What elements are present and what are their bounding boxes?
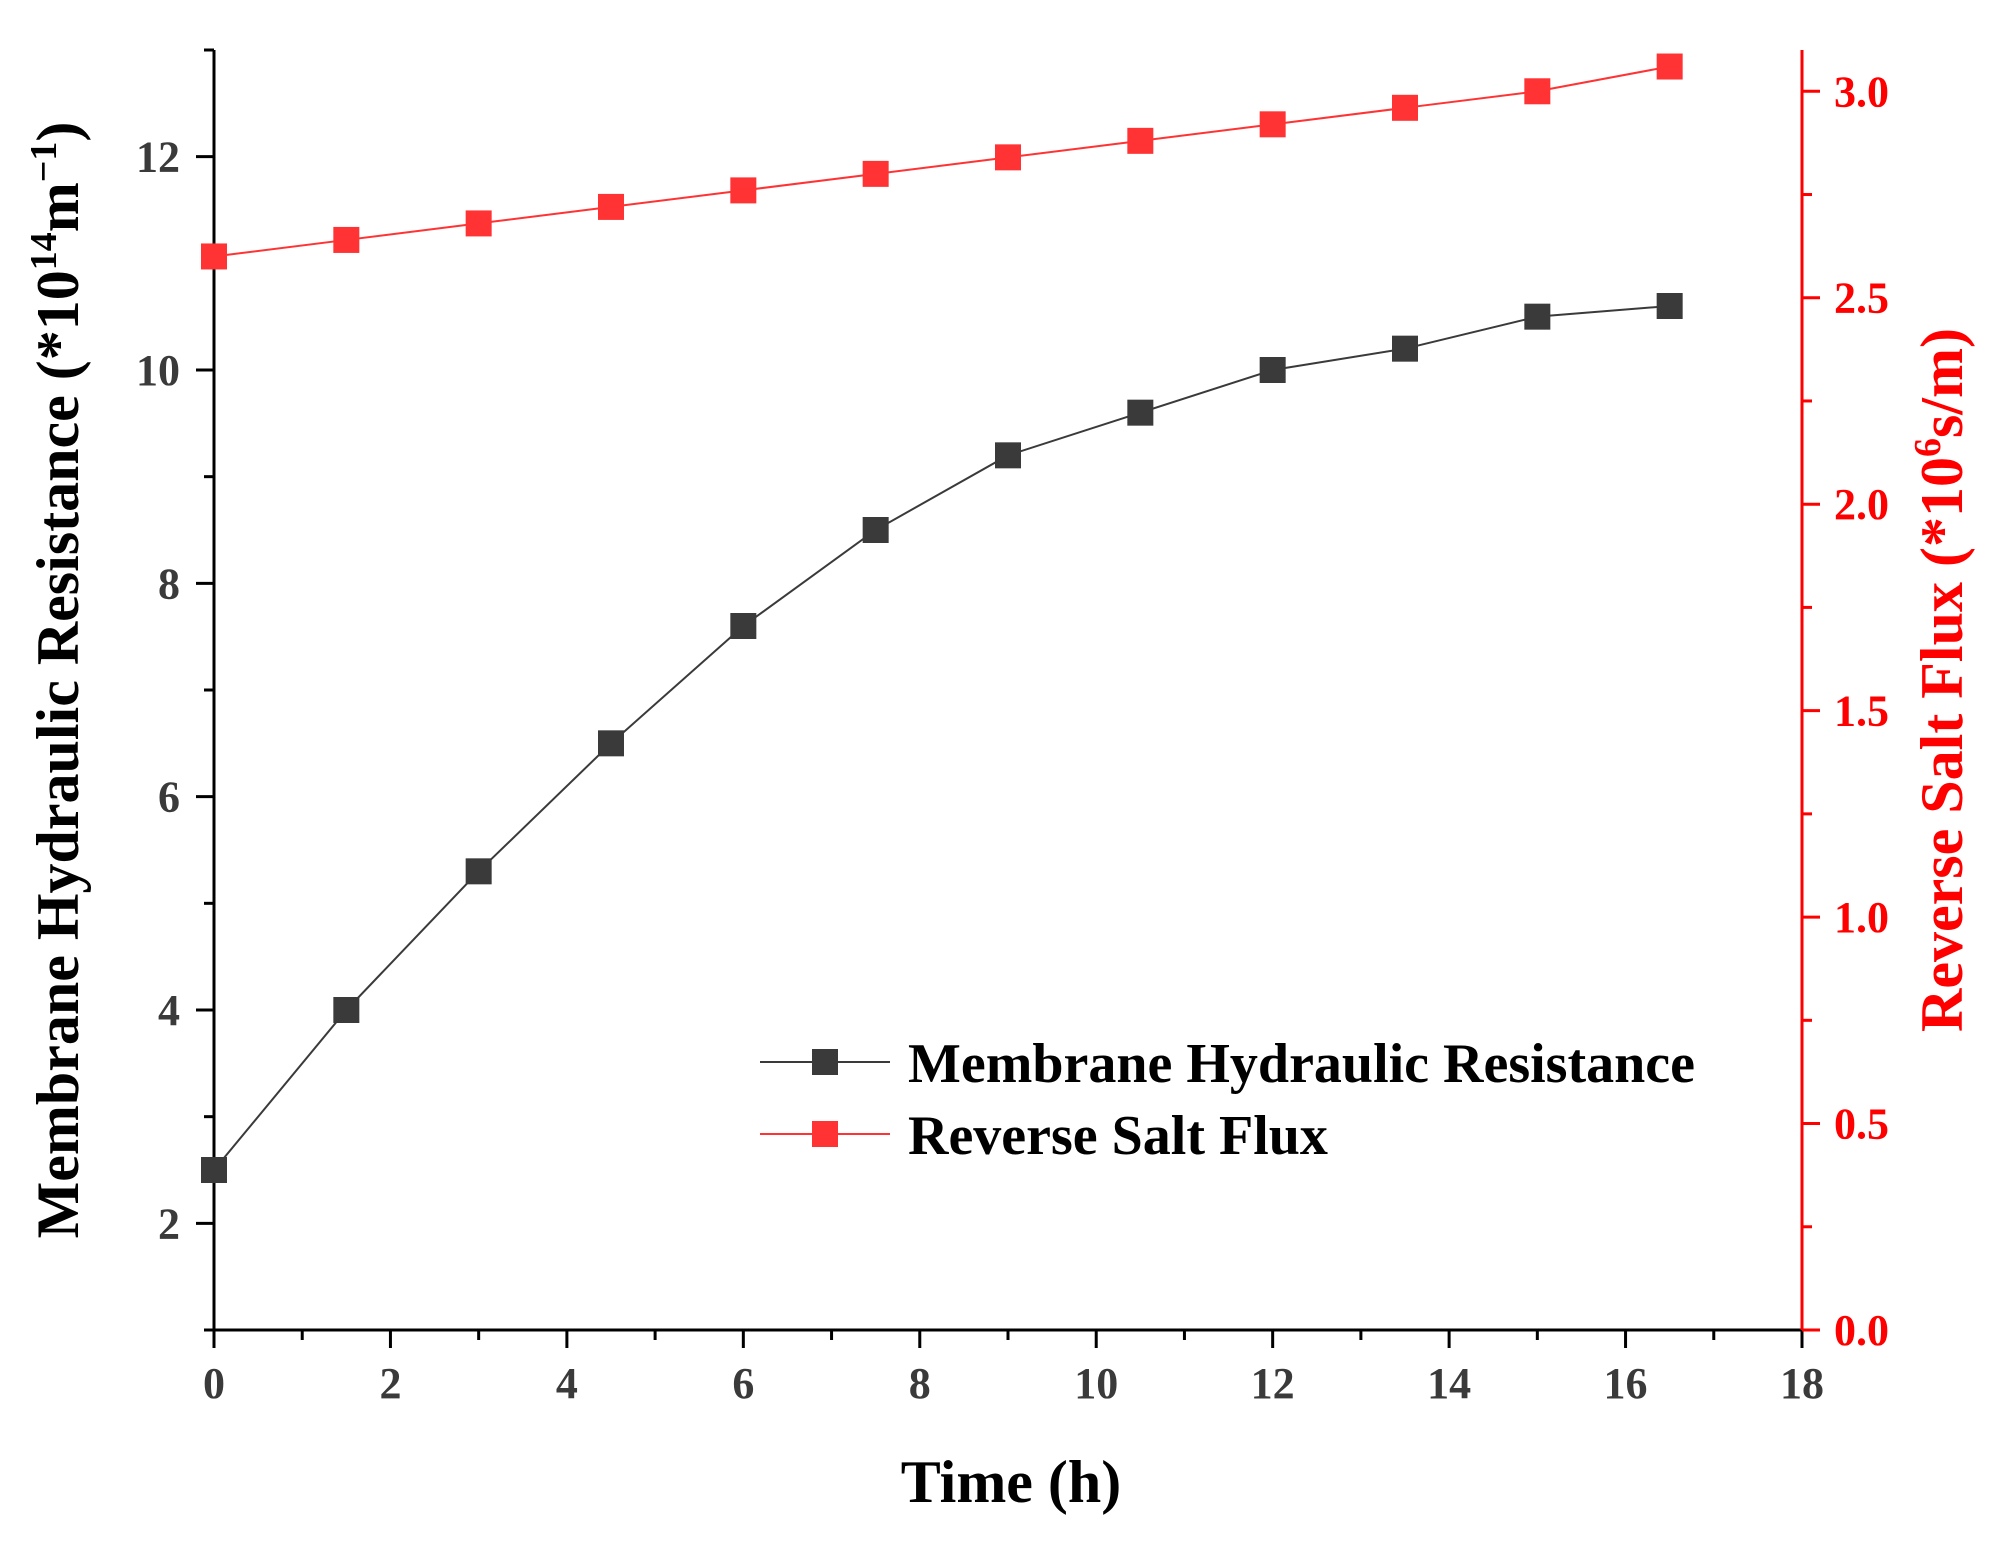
series-layer: [201, 53, 1683, 1183]
y-left-title-sup1: 14: [23, 232, 65, 270]
x-tick-label: 2: [379, 1359, 401, 1408]
data-point: [862, 517, 889, 543]
legend-marker-salt-flux: [812, 1121, 838, 1147]
legend-label-salt-flux: Reverse Salt Flux: [908, 1105, 1328, 1167]
y-left-tick-label: 12: [136, 133, 180, 182]
data-point: [465, 210, 492, 237]
data-point: [1524, 78, 1551, 105]
legend-item-membrane-hydraulic-resistance: Membrane Hydraulic Resistance: [760, 1033, 1695, 1095]
y-left-title-main: Membrane Hydraulic Resistance (*10: [25, 270, 91, 1238]
y-right-tick-label: 0.5: [1834, 1100, 1889, 1149]
y-right-tick-label: 2.5: [1834, 274, 1889, 323]
data-point: [201, 1157, 227, 1183]
x-tick-label: 12: [1251, 1359, 1295, 1408]
data-point: [598, 730, 624, 757]
data-point: [730, 613, 757, 639]
x-tick-label: 14: [1427, 1359, 1471, 1408]
y-right-title-sup: 6: [1907, 438, 1949, 457]
y-right-tick-label: 1.0: [1834, 893, 1889, 942]
y-left-title-mid: m: [25, 182, 91, 232]
legend-marker-membrane: [812, 1049, 838, 1075]
data-point: [862, 160, 889, 187]
data-point: [1524, 303, 1551, 330]
y-left-title-sup2: −1: [23, 142, 65, 183]
series-line-0: [213, 305, 1670, 1171]
data-point: [201, 243, 227, 270]
series-line-1: [213, 65, 1670, 258]
x-tick-label: 6: [732, 1359, 754, 1408]
data-point: [995, 442, 1021, 469]
data-point: [598, 193, 624, 220]
x-tick-label: 0: [203, 1359, 225, 1408]
data-point: [1392, 94, 1418, 121]
x-tick-label: 10: [1074, 1359, 1118, 1408]
x-tick-label: 18: [1780, 1359, 1824, 1408]
y-left-tick-label: 10: [136, 346, 180, 395]
data-point: [1656, 53, 1683, 80]
legend: Membrane Hydraulic Resistance Reverse Sa…: [760, 1033, 1695, 1167]
labels-layer: Time (h) Membrane Hydraulic Resistance (…: [23, 122, 1975, 1515]
y-right-tick-label: 0.0: [1834, 1306, 1889, 1355]
data-point: [333, 997, 360, 1023]
y-left-tick-label: 2: [158, 1199, 180, 1248]
y-right-tick-label: 1.5: [1834, 687, 1889, 736]
x-tick-label: 8: [909, 1359, 931, 1408]
data-point: [1259, 111, 1286, 138]
data-point: [1259, 357, 1286, 383]
data-point: [465, 858, 492, 885]
x-axis-title: Time (h): [901, 1449, 1122, 1515]
y-right-title-main: Reverse Salt Flux (*10: [1909, 457, 1975, 1032]
x-tick-label: 16: [1604, 1359, 1648, 1408]
y-left-axis-title: Membrane Hydraulic Resistance (*1014m−1): [23, 122, 91, 1239]
data-point: [995, 144, 1021, 171]
y-left-tick-label: 8: [158, 559, 180, 608]
y-right-title-end: s/m): [1909, 328, 1975, 438]
data-point: [730, 177, 757, 204]
legend-item-reverse-salt-flux: Reverse Salt Flux: [760, 1105, 1328, 1167]
y-right-tick-label: 2.0: [1834, 480, 1889, 529]
y-left-title-end: ): [25, 122, 91, 142]
data-point: [1392, 335, 1418, 362]
data-point: [333, 226, 360, 253]
data-point: [1127, 399, 1154, 426]
legend-label-membrane: Membrane Hydraulic Resistance: [908, 1033, 1695, 1095]
axes-layer: 0 2 4 6 8 10 12 14 16 18 2 4 6 8 10 12 0.0 0.5 1.0 1.5 2.0 2.…: [136, 48, 1889, 1408]
y-left-tick-label: 6: [158, 773, 180, 822]
y-left-tick-label: 4: [158, 986, 180, 1035]
data-point: [1127, 127, 1154, 154]
y-right-axis-title: Reverse Salt Flux (*106s/m): [1907, 328, 1975, 1032]
x-tick-label: 4: [556, 1359, 578, 1408]
y-right-tick-label: 3.0: [1834, 67, 1889, 116]
data-point: [1656, 293, 1683, 319]
